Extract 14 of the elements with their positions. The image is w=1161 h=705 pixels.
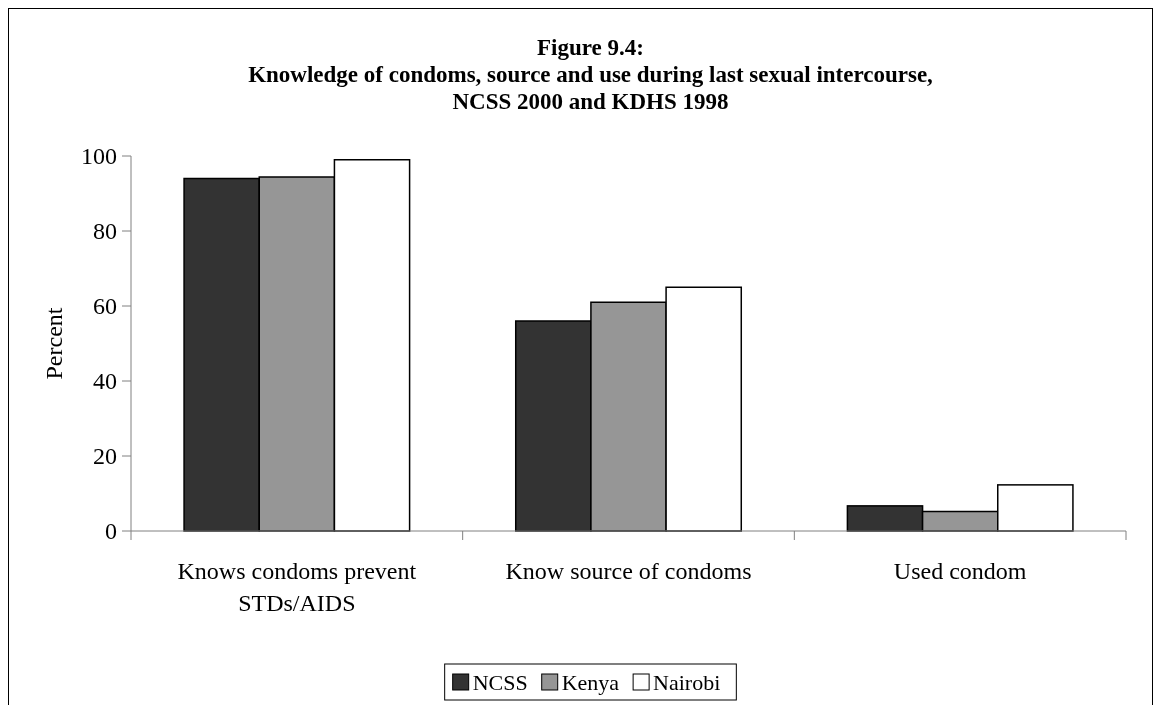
legend-label: NCSS <box>472 669 528 695</box>
y-tick-label: 80 <box>93 218 117 245</box>
legend-label: Kenya <box>561 669 620 695</box>
y-tick-label: 0 <box>105 518 117 545</box>
y-tick-label: 40 <box>93 368 117 395</box>
legend-label: Nairobi <box>653 669 721 695</box>
x-tick-label: Used condom <box>893 558 1027 584</box>
x-tick-label: Know source of condoms <box>505 558 752 584</box>
y-axis-title: Percent <box>41 307 67 380</box>
chart-title: Figure 9.4: Knowledge of condoms, source and use during last sexual intercourse, NCSS 2000 and KDHS 1998 <box>248 35 933 114</box>
y-tick-label: 60 <box>93 293 117 320</box>
y-tick-label: 100 <box>81 143 117 170</box>
x-tick-label: Knows condoms prevent STDs/AIDS <box>177 558 417 616</box>
y-tick-label: 20 <box>93 443 117 470</box>
